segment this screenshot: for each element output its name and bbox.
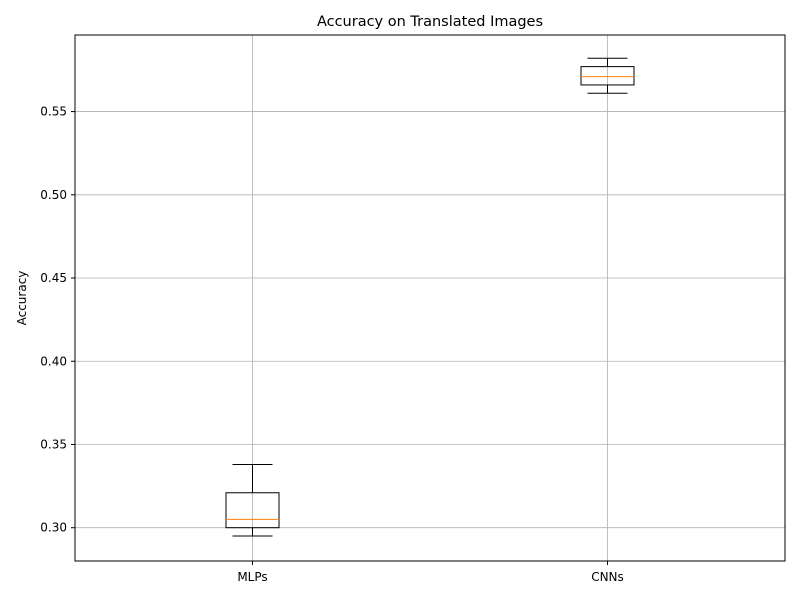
boxes: [225, 57, 635, 537]
axes: 0.30 0.35 0.40 0.45 0.50 0.55 MLPs CNNs: [40, 105, 624, 584]
box-cnns: [580, 57, 635, 94]
grid: [75, 35, 785, 561]
y-tick-label: 0.45: [40, 271, 67, 285]
x-tick-label: CNNs: [591, 570, 624, 584]
box-body: [225, 492, 280, 529]
y-tick-label: 0.55: [40, 105, 67, 119]
y-tick-label: 0.30: [40, 521, 67, 535]
x-tick-label: MLPs: [237, 570, 267, 584]
y-axis-label: Accuracy: [15, 271, 29, 326]
y-tick-label: 0.35: [40, 437, 67, 451]
box-mlps: [225, 463, 280, 537]
box-body: [580, 66, 635, 86]
plot-frame: [74, 34, 786, 562]
chart-title: Accuracy on Translated Images: [317, 14, 543, 30]
y-tick-label: 0.40: [40, 354, 67, 368]
y-tick-label: 0.50: [40, 188, 67, 202]
